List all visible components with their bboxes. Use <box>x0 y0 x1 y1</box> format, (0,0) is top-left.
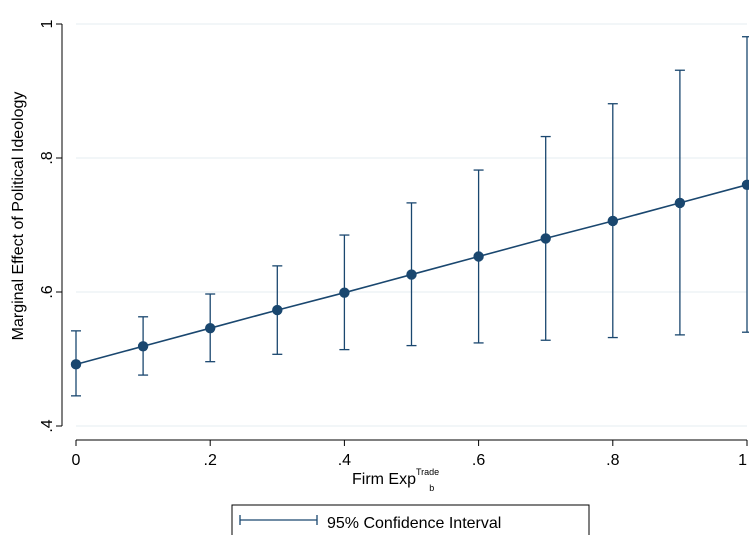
y-tick-label-1: .6 <box>39 285 56 298</box>
gridlines <box>76 23 747 427</box>
x-tick-label-0: 0 <box>72 452 81 469</box>
estimate-point-7 <box>540 233 551 244</box>
legend-key-errorbar <box>239 515 318 525</box>
x-axis-title-subscript: b <box>429 483 434 493</box>
x-tick-label-1: .2 <box>204 452 217 469</box>
x-axis-title-superscript: Trade <box>416 467 439 477</box>
legend-label: 95% Confidence Interval <box>327 515 501 532</box>
estimate-points <box>70 179 749 370</box>
y-tick-label-2: .8 <box>39 151 56 164</box>
estimate-point-2 <box>205 322 216 334</box>
axes <box>56 23 748 446</box>
estimate-point-0 <box>70 359 82 370</box>
estimate-point-9 <box>674 197 686 209</box>
x-axis-title-main: Firm Exp <box>352 471 416 488</box>
estimate-point-5 <box>406 269 417 280</box>
y-tick-label-3: 1 <box>39 19 56 28</box>
x-tick-label-5: 1 <box>738 452 747 469</box>
confidence-intervals <box>71 36 749 397</box>
estimate-point-6 <box>473 251 484 262</box>
estimate-point-4 <box>339 287 350 298</box>
x-tick-label-4: .8 <box>606 452 619 469</box>
x-axis-title: Firm ExpTrade b <box>352 467 439 493</box>
tick-labels: .4 .6 .8 1 0 .2 .4 .6 .8 1 <box>39 19 747 469</box>
y-tick-label-0: .4 <box>39 419 56 432</box>
x-tick-label-3: .6 <box>472 452 485 469</box>
estimate-point-10 <box>741 179 749 190</box>
y-axis-title: Marginal Effect of Political Ideology <box>10 92 27 341</box>
estimate-point-1 <box>137 341 149 352</box>
estimate-point-8 <box>607 215 618 227</box>
x-tick-label-2: .4 <box>338 452 351 469</box>
legend: 95% Confidence Interval <box>231 504 590 535</box>
estimate-point-3 <box>272 304 283 316</box>
